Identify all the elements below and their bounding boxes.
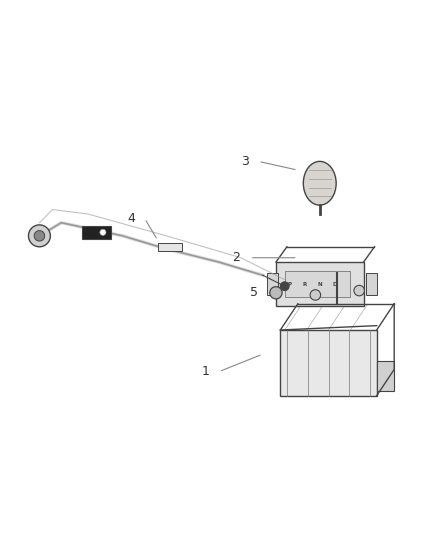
FancyBboxPatch shape — [267, 273, 278, 295]
Text: 1: 1 — [202, 365, 210, 378]
Ellipse shape — [303, 161, 336, 205]
Text: 2: 2 — [233, 251, 240, 264]
FancyBboxPatch shape — [377, 361, 394, 391]
Circle shape — [354, 285, 364, 296]
Circle shape — [280, 282, 289, 290]
Text: N: N — [318, 281, 322, 287]
Text: D: D — [333, 281, 337, 287]
FancyBboxPatch shape — [82, 226, 111, 239]
Circle shape — [34, 231, 45, 241]
FancyBboxPatch shape — [285, 271, 350, 297]
Text: 5: 5 — [250, 286, 258, 300]
FancyBboxPatch shape — [280, 330, 377, 395]
Circle shape — [270, 287, 282, 299]
Text: 4: 4 — [127, 212, 135, 225]
Text: R: R — [302, 281, 307, 287]
Circle shape — [310, 290, 321, 300]
Text: 3: 3 — [241, 155, 249, 168]
FancyBboxPatch shape — [158, 243, 182, 251]
FancyBboxPatch shape — [276, 262, 364, 306]
FancyBboxPatch shape — [366, 273, 377, 295]
Text: P: P — [287, 281, 291, 287]
Circle shape — [28, 225, 50, 247]
Circle shape — [100, 229, 106, 236]
